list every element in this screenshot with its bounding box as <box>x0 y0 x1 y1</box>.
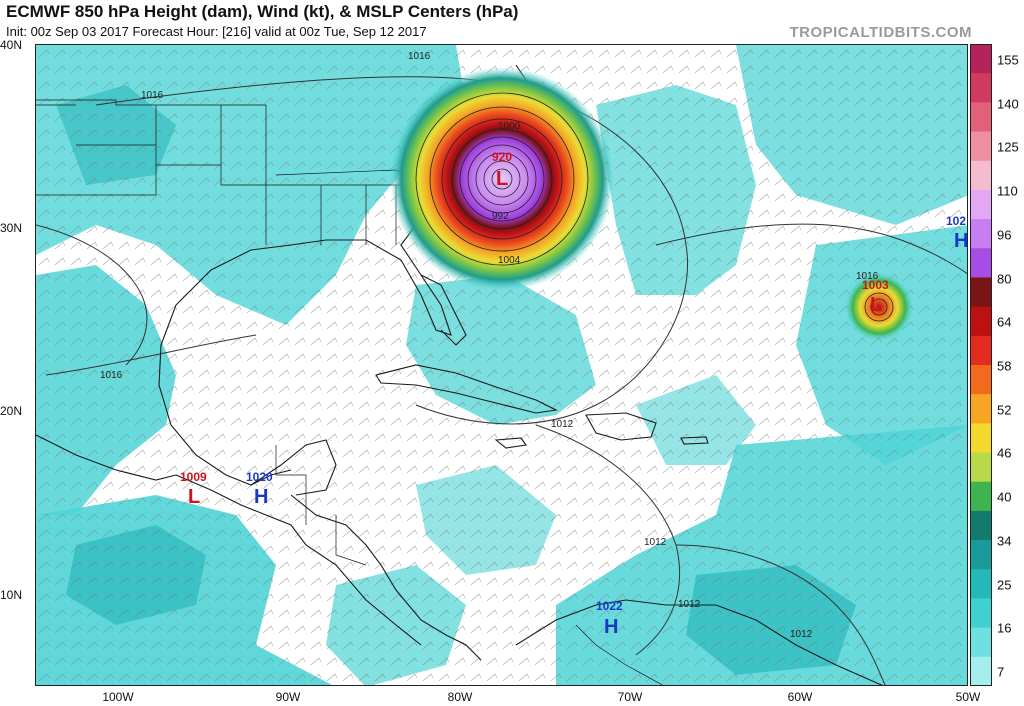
high-center-1022: 1022 H <box>596 599 623 638</box>
colorbar-block <box>970 423 992 454</box>
center-letter: H <box>604 616 618 638</box>
colorbar-block <box>970 540 992 570</box>
isobar-label: 1012 <box>644 537 667 548</box>
colorbar-block <box>970 44 992 74</box>
colorbar-block <box>970 335 992 366</box>
center-value: 102 <box>946 214 966 228</box>
colorbar-label: 7 <box>997 664 1005 680</box>
colorbar-block <box>970 365 992 395</box>
lon-label-60w: 60W <box>787 690 813 704</box>
colorbar-block <box>970 627 992 658</box>
isobar-label: 1016 <box>100 370 123 381</box>
colorbar-block <box>970 656 992 686</box>
lon-label-100w: 100W <box>102 690 134 704</box>
lon-label-80w: 80W <box>447 690 473 704</box>
colorbar-label: 96 <box>997 227 1012 243</box>
high-center-102: 102 H <box>946 214 968 252</box>
colorbar-border <box>970 44 992 686</box>
isobar-label: 992 <box>492 211 509 222</box>
colorbar-label: 140 <box>997 96 1019 112</box>
low-center-920: 920 L <box>492 150 512 190</box>
colorbar-block <box>970 102 992 133</box>
colorbar-label: 25 <box>997 577 1012 593</box>
colorbar-blocks <box>970 44 992 686</box>
brand-watermark: TROPICALTIDBITS.COM <box>789 24 972 41</box>
colorbar-label: 125 <box>997 139 1019 155</box>
lon-label-90w: 90W <box>275 690 301 704</box>
lon-label-70w: 70W <box>617 690 643 704</box>
center-value: 1020 <box>246 470 273 484</box>
isobar-label: 1012 <box>790 629 813 640</box>
colorbar-block <box>970 277 992 308</box>
colorbar-block <box>970 189 992 220</box>
pressure-centers: 920 L 1003 L 1009 L 1020 H 1022 H 102 H <box>180 150 968 638</box>
low-center-1003: 1003 L <box>862 278 889 316</box>
center-letter: H <box>954 230 968 252</box>
colorbar-label: 46 <box>997 445 1012 461</box>
isobar-label: 1012 <box>551 419 574 430</box>
colorbar <box>970 44 992 686</box>
colorbar-label: 40 <box>997 489 1012 505</box>
colorbar-block <box>970 452 992 483</box>
colorbar-block <box>970 131 992 162</box>
colorbar-block <box>970 510 992 541</box>
center-letter: H <box>254 486 268 508</box>
colorbar-block <box>970 306 992 337</box>
isobar-label: 1016 <box>856 271 879 282</box>
isobar-label: 1016 <box>408 51 431 62</box>
center-letter: L <box>870 294 882 316</box>
init-valid-line: Init: 00z Sep 03 2017 Forecast Hour: [21… <box>6 24 427 39</box>
map-panel: 1016 1016 1016 1016 1004 1012 1012 1012 … <box>35 44 968 686</box>
isobar-label: 1012 <box>678 599 701 610</box>
low-center-1009: 1009 L <box>180 470 207 508</box>
colorbar-block <box>970 598 992 629</box>
colorbar-label: 58 <box>997 358 1012 374</box>
colorbar-label: 80 <box>997 271 1012 287</box>
isobars <box>36 76 967 685</box>
colorbar-label: 155 <box>997 52 1019 68</box>
center-value: 1009 <box>180 470 207 484</box>
hurricane-wind-field <box>390 67 614 291</box>
colorbar-block <box>970 219 992 249</box>
lat-label-20n: 20N <box>0 404 23 418</box>
lat-label-30n: 30N <box>0 221 23 235</box>
map-svg: 1016 1016 1016 1016 1004 1012 1012 1012 … <box>36 45 968 685</box>
map-title: ECMWF 850 hPa Height (dam), Wind (kt), &… <box>6 2 519 21</box>
center-value: 1003 <box>862 278 889 292</box>
colorbar-label: 110 <box>997 183 1018 199</box>
hurricane-isobars <box>415 92 589 266</box>
colorbar-block <box>970 160 992 191</box>
center-letter: L <box>496 168 508 190</box>
isobar-label: 1000 <box>498 121 521 132</box>
isobar-label: 1004 <box>498 255 521 266</box>
storm-wind-field-east <box>845 273 913 341</box>
colorbar-block <box>970 569 992 599</box>
high-center-1020: 1020 H <box>246 470 273 508</box>
lat-label-10n: 10N <box>0 588 23 602</box>
colorbar-label: 64 <box>997 314 1012 330</box>
colorbar-label: 16 <box>997 620 1012 636</box>
center-value: 920 <box>492 150 512 164</box>
lat-label-40n: 40N <box>0 38 23 52</box>
lon-label-50w: 50W <box>955 690 981 704</box>
center-value: 1022 <box>596 599 623 613</box>
colorbar-label: 34 <box>997 533 1012 549</box>
colorbar-block <box>970 248 992 278</box>
isobar-value-labels: 1016 1016 1016 1016 1004 1012 1012 1012 … <box>100 51 879 640</box>
storm-east-isobars <box>864 292 894 322</box>
colorbar-block <box>970 73 992 103</box>
center-letter: L <box>188 486 200 508</box>
isobar-label: 1016 <box>141 90 164 101</box>
colorbar-label: 52 <box>997 402 1012 418</box>
colorbar-block <box>970 394 992 424</box>
colorbar-block <box>970 481 992 512</box>
